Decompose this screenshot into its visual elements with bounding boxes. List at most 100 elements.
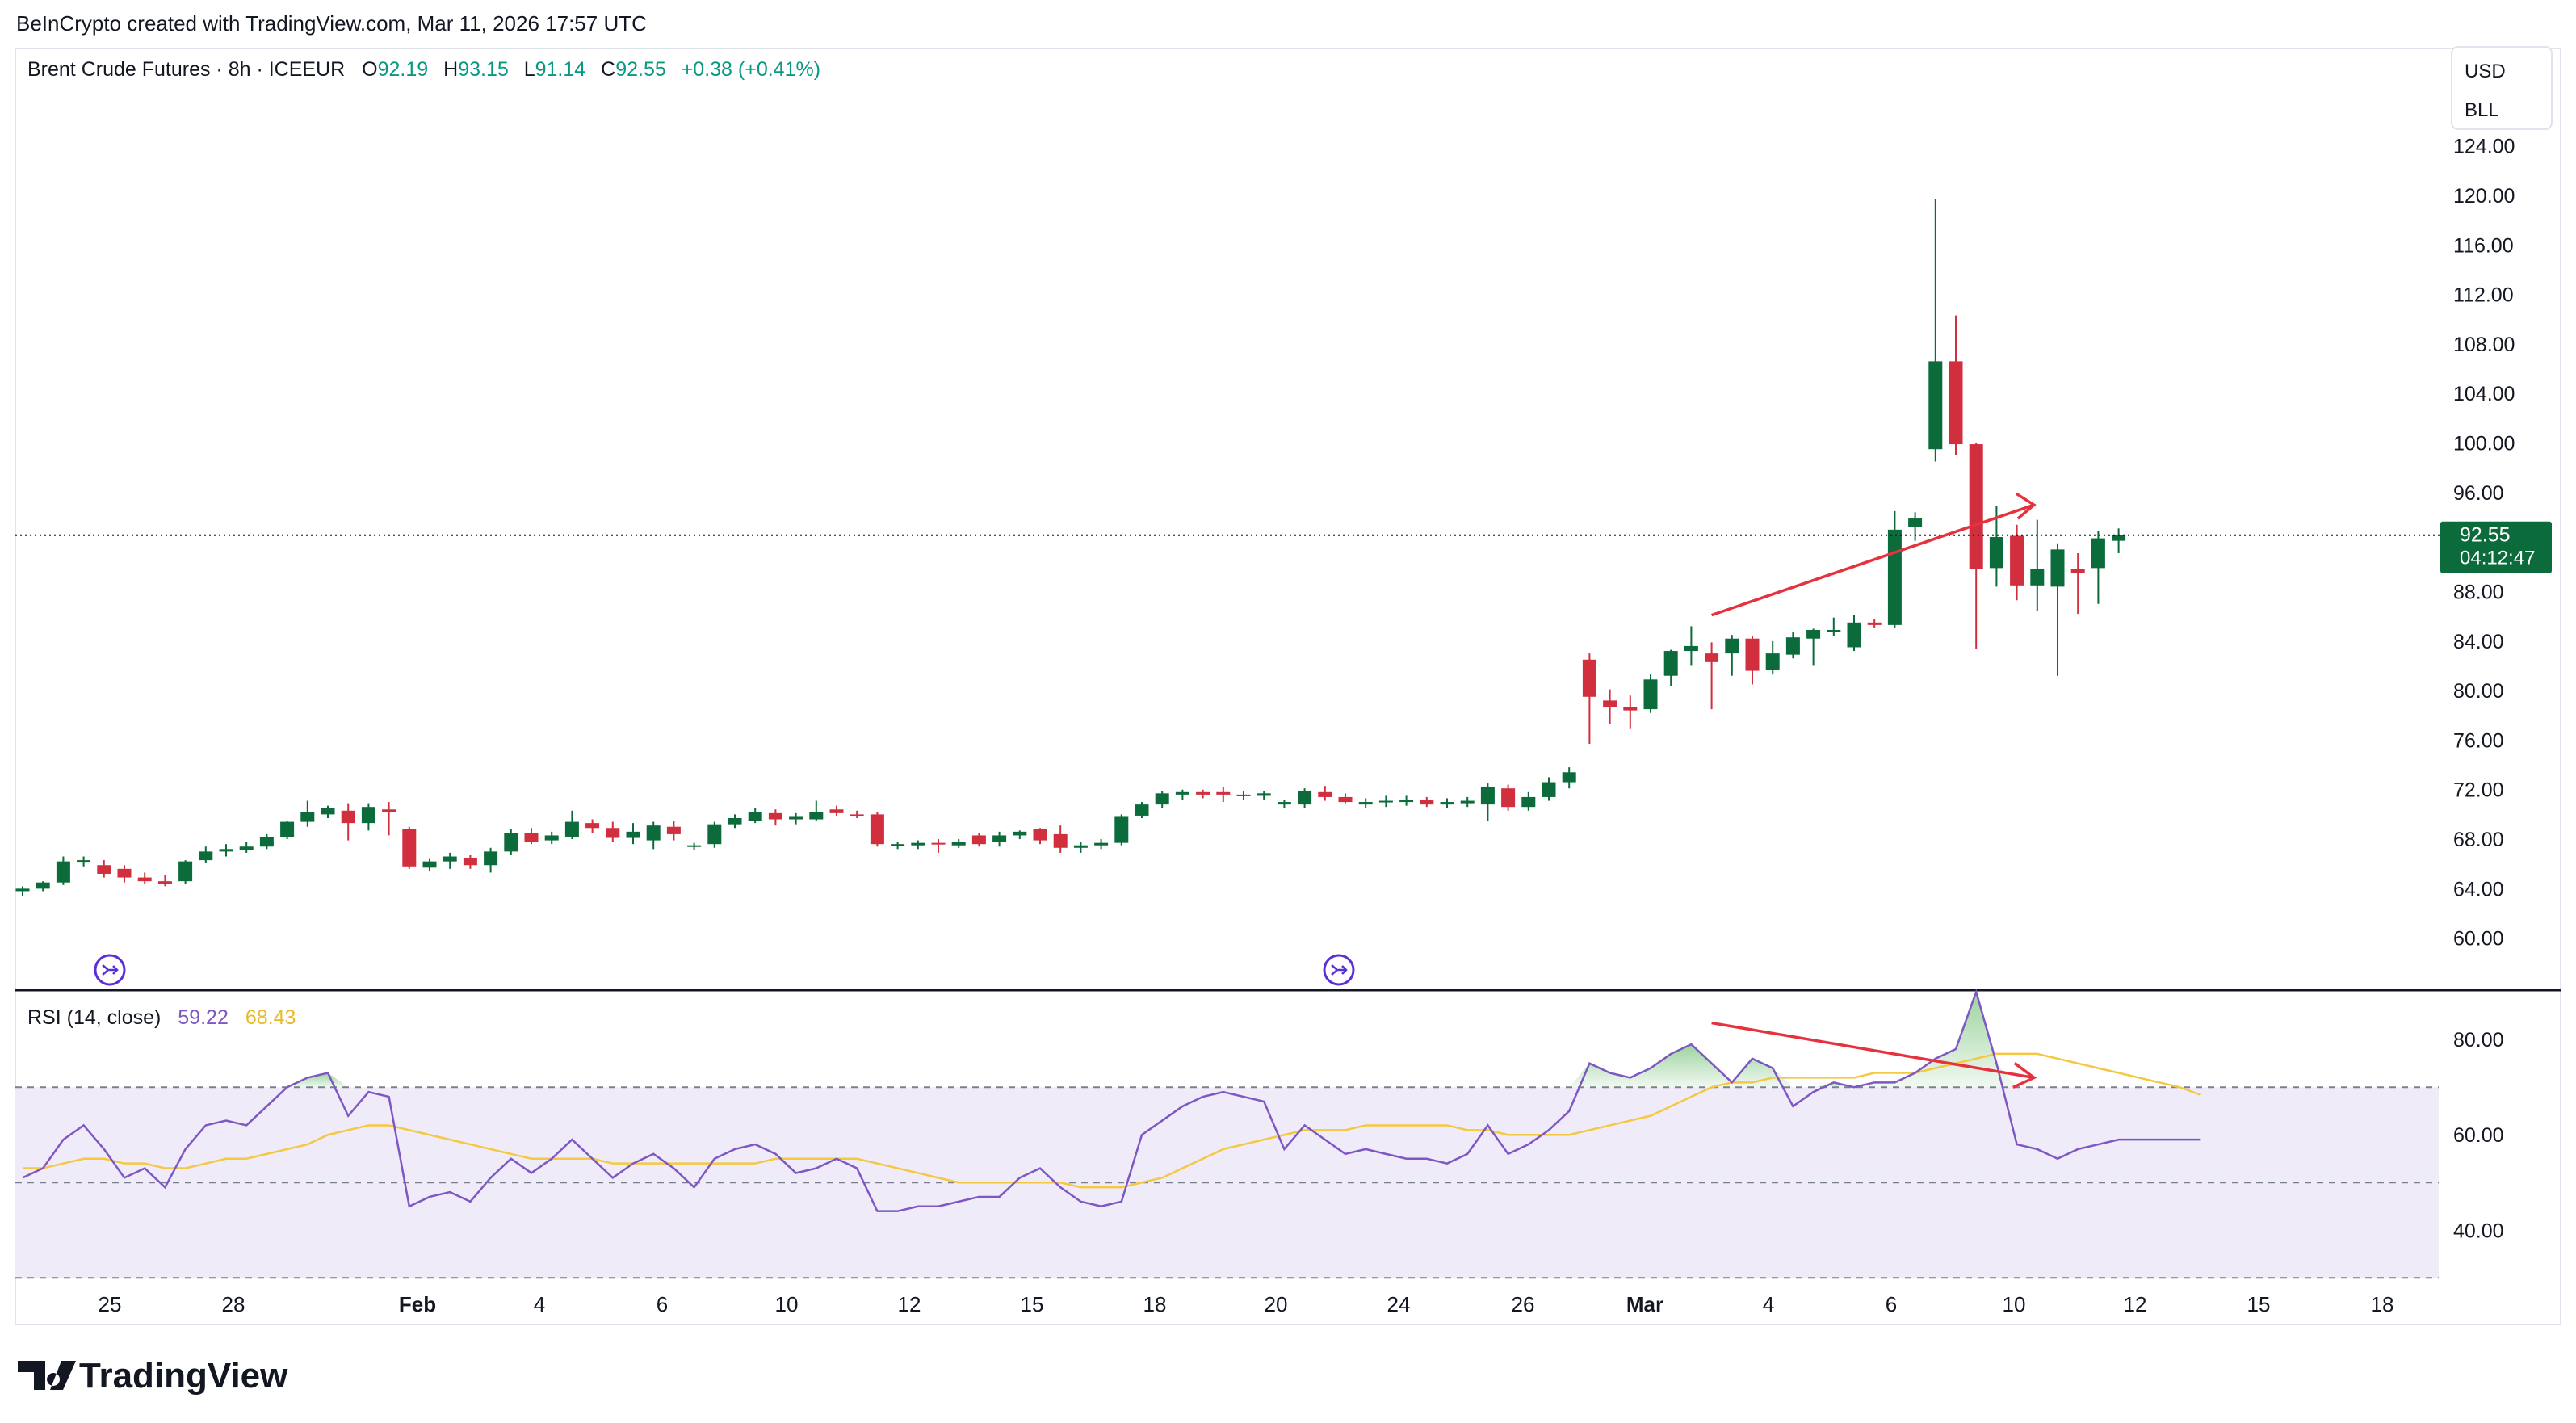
currency-label[interactable]: USD: [2465, 61, 2506, 82]
candle[interactable]: [97, 860, 111, 878]
candle[interactable]: [1277, 800, 1291, 808]
candle[interactable]: [504, 829, 518, 855]
candle[interactable]: [1196, 789, 1210, 799]
candle[interactable]: [829, 805, 844, 816]
candle[interactable]: [361, 803, 375, 831]
candle[interactable]: [1378, 795, 1393, 808]
candle[interactable]: [544, 831, 559, 845]
candle[interactable]: [1175, 789, 1189, 800]
candle[interactable]: [1745, 636, 1760, 685]
candle[interactable]: [259, 833, 274, 850]
candle[interactable]: [1562, 767, 1576, 789]
candle[interactable]: [117, 865, 132, 883]
candle[interactable]: [219, 844, 233, 857]
candle[interactable]: [1582, 653, 1596, 745]
candle[interactable]: [178, 860, 193, 884]
candle[interactable]: [1135, 802, 1149, 818]
candle[interactable]: [15, 886, 30, 896]
candle[interactable]: [77, 856, 91, 867]
candle[interactable]: [1358, 798, 1373, 808]
candle[interactable]: [1399, 795, 1414, 806]
candle[interactable]: [1969, 443, 1983, 649]
candle[interactable]: [1257, 791, 1271, 800]
candle[interactable]: [1867, 619, 1882, 628]
unit-label[interactable]: BLL: [2465, 99, 2499, 121]
candle[interactable]: [1847, 615, 1861, 652]
candle[interactable]: [1480, 783, 1495, 821]
candle[interactable]: [1765, 640, 1780, 675]
tradingview-logo[interactable]: TradingView: [18, 1356, 288, 1396]
candle[interactable]: [1053, 825, 1068, 853]
candle[interactable]: [1806, 628, 1821, 666]
candle[interactable]: [422, 858, 437, 871]
candle[interactable]: [1643, 674, 1658, 713]
candle[interactable]: [1887, 510, 1902, 628]
event-marker-icon[interactable]: [94, 954, 126, 986]
candle[interactable]: [1033, 828, 1047, 845]
candle[interactable]: [1420, 796, 1434, 808]
candle[interactable]: [1298, 788, 1312, 808]
candle[interactable]: [239, 842, 254, 853]
candle[interactable]: [300, 800, 315, 827]
candle[interactable]: [1928, 199, 1943, 462]
candle[interactable]: [809, 800, 824, 821]
candle[interactable]: [606, 821, 620, 842]
candle[interactable]: [280, 821, 295, 840]
candle[interactable]: [931, 839, 946, 853]
candle[interactable]: [1216, 787, 1231, 803]
candle[interactable]: [1338, 793, 1353, 804]
candle[interactable]: [36, 881, 50, 892]
candle[interactable]: [1705, 642, 1719, 710]
candle[interactable]: [341, 803, 355, 841]
candle[interactable]: [992, 831, 1007, 847]
candle[interactable]: [2050, 543, 2065, 676]
candle[interactable]: [1236, 791, 1251, 800]
candle[interactable]: [2091, 531, 2105, 604]
rsi-pane[interactable]: 40.00 60.00 80.00: [15, 989, 2504, 1279]
candle[interactable]: [1094, 839, 1109, 850]
candle[interactable]: [1155, 791, 1169, 808]
candle[interactable]: [626, 823, 640, 845]
candle[interactable]: [768, 809, 782, 826]
candle[interactable]: [157, 875, 172, 887]
candle[interactable]: [402, 826, 417, 869]
candle[interactable]: [484, 847, 498, 873]
candle[interactable]: [1073, 842, 1088, 853]
candle[interactable]: [1827, 617, 1841, 636]
time-axis[interactable]: 25 28 Feb 4 6 10 12 15 18 20 24 26 Mar 4 6 10 12 15 18: [15, 1260, 2561, 1316]
candle[interactable]: [2112, 528, 2126, 553]
candle[interactable]: [870, 812, 884, 847]
candle[interactable]: [687, 842, 702, 850]
candle[interactable]: [1725, 635, 1739, 676]
candle[interactable]: [728, 814, 742, 829]
candle[interactable]: [1663, 649, 1678, 686]
candle[interactable]: [971, 833, 986, 847]
candle[interactable]: [1989, 506, 2003, 587]
candle[interactable]: [1949, 315, 1963, 455]
event-marker-icon[interactable]: [1323, 954, 1355, 986]
candle[interactable]: [1440, 798, 1454, 808]
candle[interactable]: [1501, 784, 1516, 811]
candle[interactable]: [56, 856, 70, 885]
candle[interactable]: [789, 812, 803, 825]
price-pane[interactable]: 60.00 64.00 68.00 72.00 76.00 80.00 84.00 88.00…: [15, 136, 2552, 986]
candle[interactable]: [1623, 695, 1638, 729]
candle[interactable]: [1521, 791, 1536, 811]
candle[interactable]: [1908, 512, 1923, 541]
candle[interactable]: [1460, 796, 1475, 808]
candle[interactable]: [585, 819, 600, 833]
candle[interactable]: [382, 802, 396, 836]
candle[interactable]: [1318, 786, 1332, 801]
candle[interactable]: [564, 810, 579, 840]
candle[interactable]: [443, 852, 457, 869]
candle[interactable]: [891, 842, 905, 850]
candle[interactable]: [1603, 689, 1617, 724]
currency-box[interactable]: [2451, 46, 2553, 130]
candle[interactable]: [666, 821, 681, 841]
candle[interactable]: [321, 805, 335, 818]
candle[interactable]: [199, 846, 213, 863]
candle[interactable]: [911, 840, 925, 850]
candle[interactable]: [2010, 524, 2024, 601]
candle[interactable]: [951, 839, 966, 848]
candle[interactable]: [850, 810, 864, 818]
